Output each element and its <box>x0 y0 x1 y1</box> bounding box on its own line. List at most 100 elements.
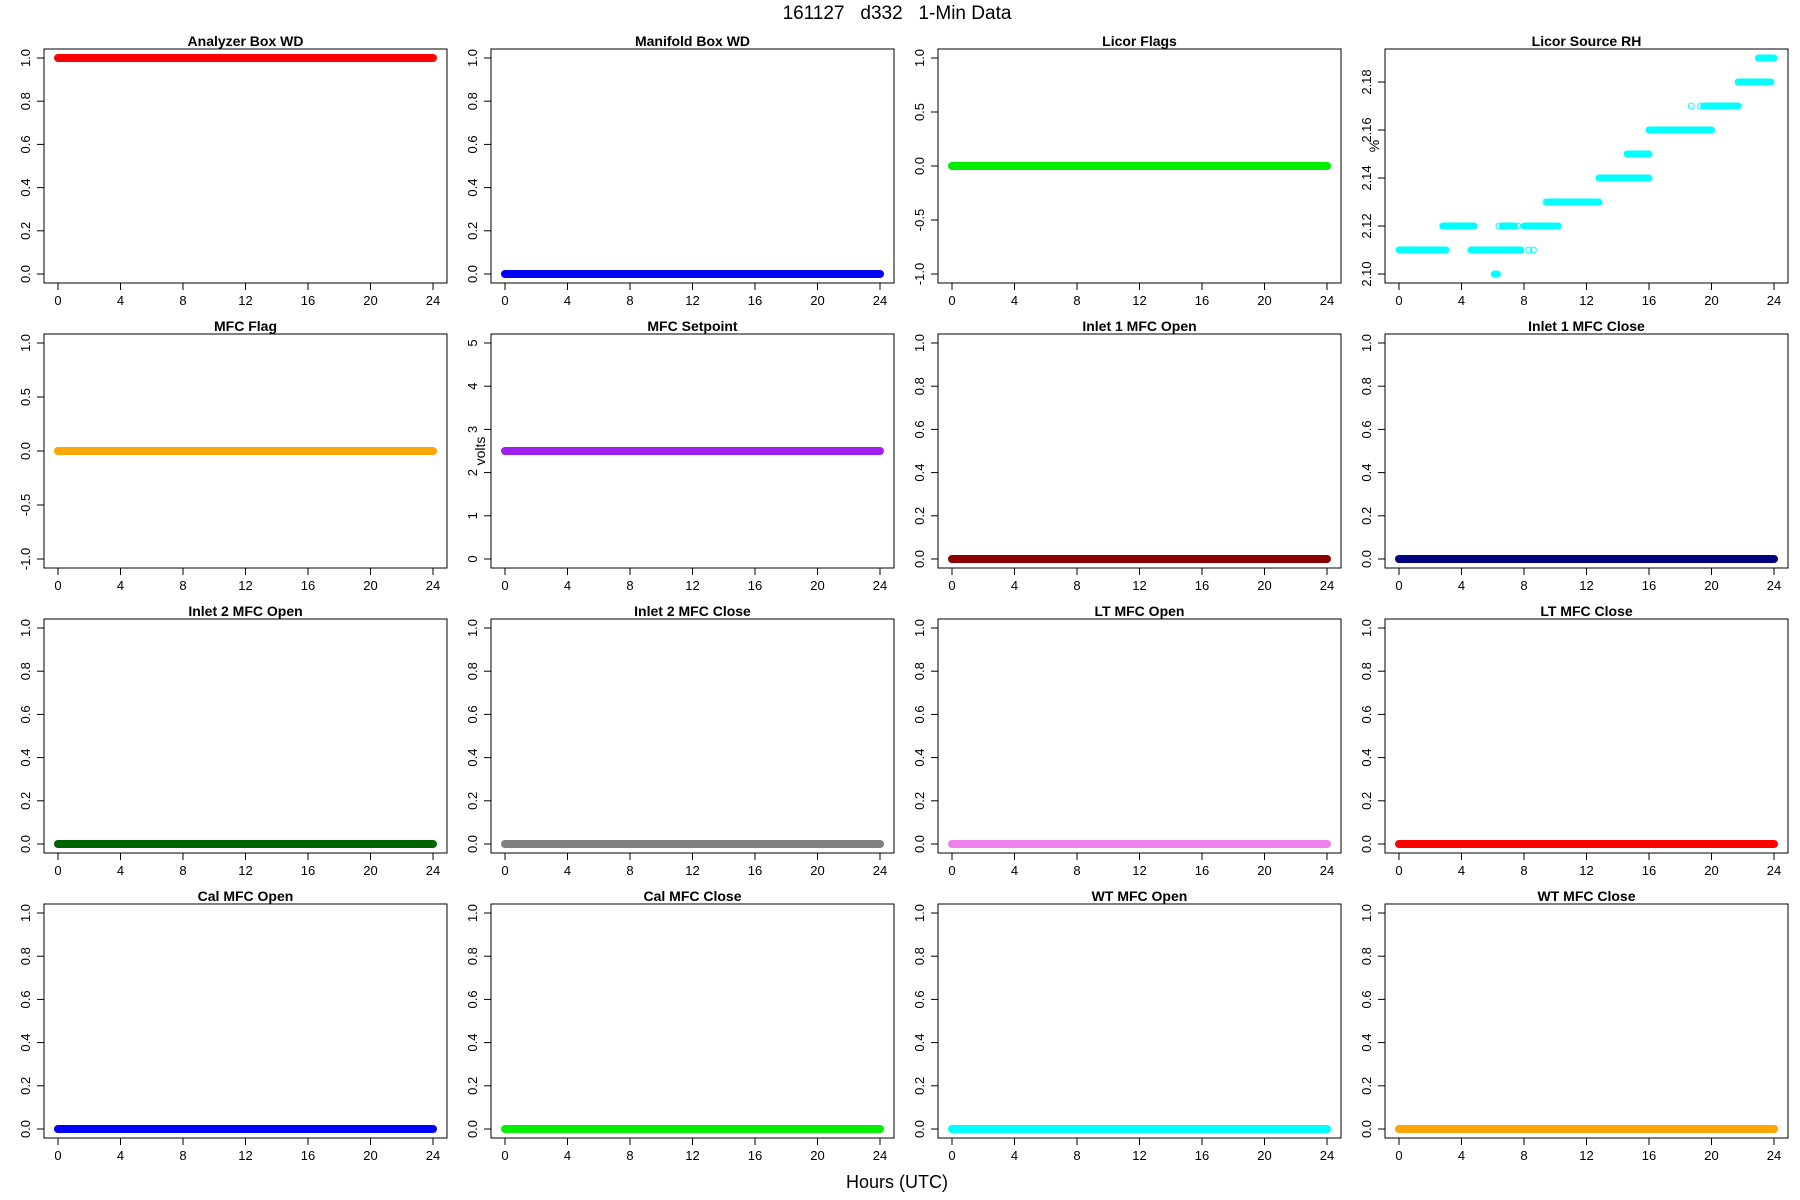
plot-frame <box>43 903 448 1139</box>
x-tick-label: 0 <box>501 293 508 308</box>
panel-grid: Analyzer Box WD0 4 8 12 16 20 240.00.20.40.60.… <box>18 33 1789 1163</box>
data-point <box>1687 102 1695 110</box>
panel-title: WT MFC Close <box>1538 888 1636 904</box>
y-tick-label: 3 <box>465 426 480 433</box>
y-tick-label: 0.2 <box>465 1077 480 1095</box>
y-tick-label: 0.0 <box>18 1120 33 1138</box>
y-tick-label: 0.0 <box>912 550 927 568</box>
y-tick-label: 0.6 <box>1359 420 1374 438</box>
y-tick-label: 2.14 <box>1359 165 1374 190</box>
y-tick-label: 0.6 <box>912 705 927 723</box>
y-tick-label: 0.2 <box>1359 792 1374 810</box>
y-tick-label: 1.0 <box>18 49 33 67</box>
y-tick-label: 2.16 <box>1359 117 1374 142</box>
y-tick-label: 0.8 <box>18 92 33 110</box>
x-tick-label: 8 <box>1520 863 1527 878</box>
panel-title: Inlet 2 MFC Open <box>188 603 302 619</box>
y-tick-label: 0.6 <box>465 705 480 723</box>
panel-0: Analyzer Box WD 0 4 8 12 16 20 24 0.0 0.2 0.4 0.6 0.… <box>18 33 448 308</box>
x-tick-label: 16 <box>1642 863 1656 878</box>
x-tick-label: 4 <box>1458 1148 1465 1163</box>
x-tick-label: 20 <box>363 578 377 593</box>
x-tick-label: 12 <box>685 1148 699 1163</box>
x-tick-label: 4 <box>117 1148 124 1163</box>
panel-title: MFC Setpoint <box>647 318 738 334</box>
y-tick-label: 0.6 <box>18 705 33 723</box>
x-tick-label: 20 <box>810 1148 824 1163</box>
x-tick-label: 0 <box>501 863 508 878</box>
y-tick-label: 0.2 <box>465 792 480 810</box>
x-tick-label: 0 <box>54 293 61 308</box>
x-tick-label: 20 <box>810 863 824 878</box>
data-point <box>1697 102 1705 110</box>
x-tick-label: 0 <box>54 1148 61 1163</box>
x-tick-label: 8 <box>626 293 633 308</box>
y-axis-title: volts <box>472 437 488 466</box>
panel-title: WT MFC Open <box>1092 888 1188 904</box>
y-tick-label: 2.10 <box>1359 261 1374 286</box>
panel-title: MFC Flag <box>214 318 277 334</box>
x-tick-label: 4 <box>564 578 571 593</box>
x-tick-label: 12 <box>1132 1148 1146 1163</box>
y-tick-label: 0.2 <box>1359 507 1374 525</box>
y-tick-label: 0.4 <box>1359 464 1374 482</box>
y-tick-label: 0.0 <box>18 265 33 283</box>
x-tick-label: 0 <box>1395 578 1402 593</box>
y-tick-label: 0.4 <box>912 749 927 767</box>
x-tick-label: 16 <box>301 1148 315 1163</box>
data-point <box>1529 246 1537 254</box>
y-tick-label: 0.0 <box>1359 550 1374 568</box>
y-tick-label: 1.0 <box>465 49 480 67</box>
x-tick-label: 12 <box>1579 1148 1593 1163</box>
x-tick-label: 0 <box>1395 293 1402 308</box>
panel-title: Licor Flags <box>1102 33 1177 49</box>
x-tick-label: 16 <box>748 863 762 878</box>
panel-title: LT MFC Close <box>1540 603 1633 619</box>
x-tick-label: 0 <box>1395 1148 1402 1163</box>
x-tick-label: 16 <box>1195 293 1209 308</box>
x-tick-label: 4 <box>1011 293 1018 308</box>
x-tick-label: 16 <box>1642 293 1656 308</box>
y-tick-label: 5 <box>465 339 480 346</box>
y-tick-label: 0.0 <box>912 157 927 175</box>
y-tick-label: 2.12 <box>1359 213 1374 238</box>
x-tick-label: 4 <box>564 293 571 308</box>
x-tick-label: 8 <box>179 863 186 878</box>
x-tick-label: 12 <box>1132 863 1146 878</box>
plot-frame <box>937 618 1342 854</box>
y-tick-label: 4 <box>465 383 480 390</box>
y-tick-label: 0.6 <box>1359 705 1374 723</box>
y-tick-label: 1.0 <box>912 334 927 352</box>
y-tick-label: -1.0 <box>18 548 33 570</box>
y-tick-label: 0.0 <box>18 442 33 460</box>
y-tick-label: 0.4 <box>912 464 927 482</box>
x-tick-label: 12 <box>685 578 699 593</box>
x-tick-label: 4 <box>1011 1148 1018 1163</box>
panel-10: LT MFC Open 0 4 8 12 16 20 24 0.0 0.2 0.4 0.6 0.8 1.0 <box>912 603 1342 878</box>
panel-title: Licor Source RH <box>1532 33 1642 49</box>
y-tick-label: 1.0 <box>912 904 927 922</box>
x-tick-label: 24 <box>1767 1148 1781 1163</box>
data-point <box>1514 222 1522 230</box>
y-tick-label: 1.0 <box>465 619 480 637</box>
plot-frame <box>43 48 448 284</box>
y-tick-label: -1.0 <box>912 263 927 285</box>
x-tick-label: 24 <box>1767 293 1781 308</box>
x-tick-label: 0 <box>948 1148 955 1163</box>
x-tick-label: 20 <box>810 578 824 593</box>
y-tick-label: 0.5 <box>18 388 33 406</box>
y-tick-label: 0.8 <box>912 947 927 965</box>
x-tick-label: 8 <box>1073 1148 1080 1163</box>
y-tick-label: 0.0 <box>1359 1120 1374 1138</box>
x-tick-label: 24 <box>426 863 440 878</box>
y-tick-label: 0.0 <box>465 265 480 283</box>
x-tick-label: 12 <box>1579 863 1593 878</box>
y-tick-label: 1.0 <box>912 49 927 67</box>
x-tick-label: 12 <box>238 1148 252 1163</box>
y-tick-label: 1.0 <box>18 619 33 637</box>
y-tick-label: 0.8 <box>912 662 927 680</box>
x-tick-label: 16 <box>1195 578 1209 593</box>
y-tick-label: 0.0 <box>18 835 33 853</box>
y-tick-label: 0.6 <box>18 135 33 153</box>
